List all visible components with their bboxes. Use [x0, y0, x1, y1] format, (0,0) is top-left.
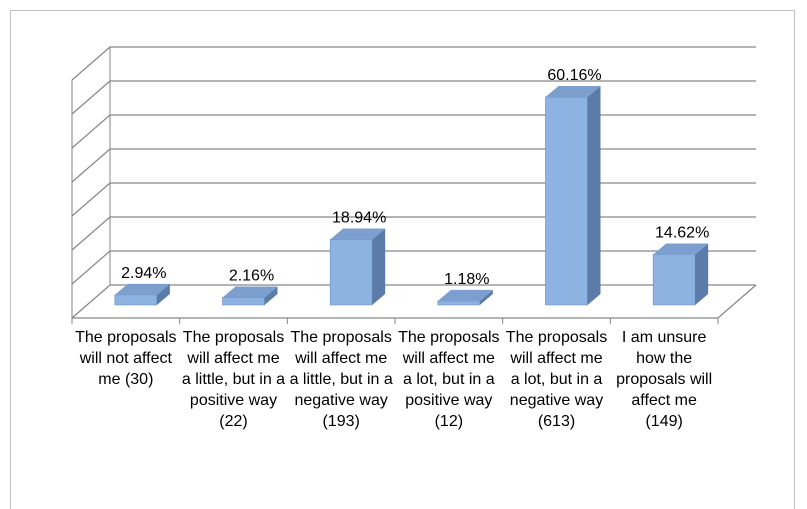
bar-top	[653, 243, 709, 255]
grid-line	[71, 80, 756, 115]
bar-front	[652, 254, 696, 306]
bar	[222, 286, 278, 306]
bar-front	[545, 96, 588, 306]
x-tick-label: I am unsure how the proposals will affec…	[616, 329, 713, 430]
bar-side	[156, 283, 170, 305]
x-tick-label: The proposals will affect me a little, b…	[181, 329, 286, 430]
bar-front	[222, 297, 265, 306]
grid-line	[71, 46, 756, 81]
bar-top	[114, 283, 170, 295]
data-label: 1.18%	[444, 271, 489, 288]
bar-top	[545, 86, 601, 98]
bar-side	[479, 289, 493, 305]
grid-line	[71, 182, 756, 217]
bar	[437, 289, 493, 306]
data-label: 2.94%	[121, 265, 166, 282]
x-tick-label: The proposals will affect me a little, b…	[289, 329, 393, 430]
grid-line	[71, 216, 756, 251]
bar-front	[114, 294, 158, 306]
x-tick-label: The proposals will not affect me (30)	[75, 329, 177, 388]
bar	[652, 243, 709, 306]
data-label: 14.62%	[655, 224, 709, 241]
bar-side	[264, 286, 278, 305]
bar	[329, 228, 386, 306]
grid-line	[71, 148, 756, 183]
bar-side	[587, 86, 601, 306]
bar	[545, 86, 601, 306]
chart-border	[10, 10, 795, 509]
bar-top	[437, 289, 493, 301]
x-tick-label: The proposals will affect me a lot, but …	[505, 329, 608, 430]
bar-top	[330, 228, 386, 240]
data-label: 2.16%	[229, 268, 274, 285]
grid-line	[71, 114, 756, 149]
bar-front	[437, 300, 481, 306]
bar-front	[329, 239, 373, 306]
bar-top	[222, 286, 278, 298]
data-label: 18.94%	[332, 210, 386, 227]
data-label: 60.16%	[547, 67, 601, 84]
x-tick-label: The proposals will affect me a lot, but …	[398, 329, 500, 430]
bar-side	[372, 228, 386, 305]
bar-side	[695, 243, 709, 305]
bar	[114, 283, 170, 306]
